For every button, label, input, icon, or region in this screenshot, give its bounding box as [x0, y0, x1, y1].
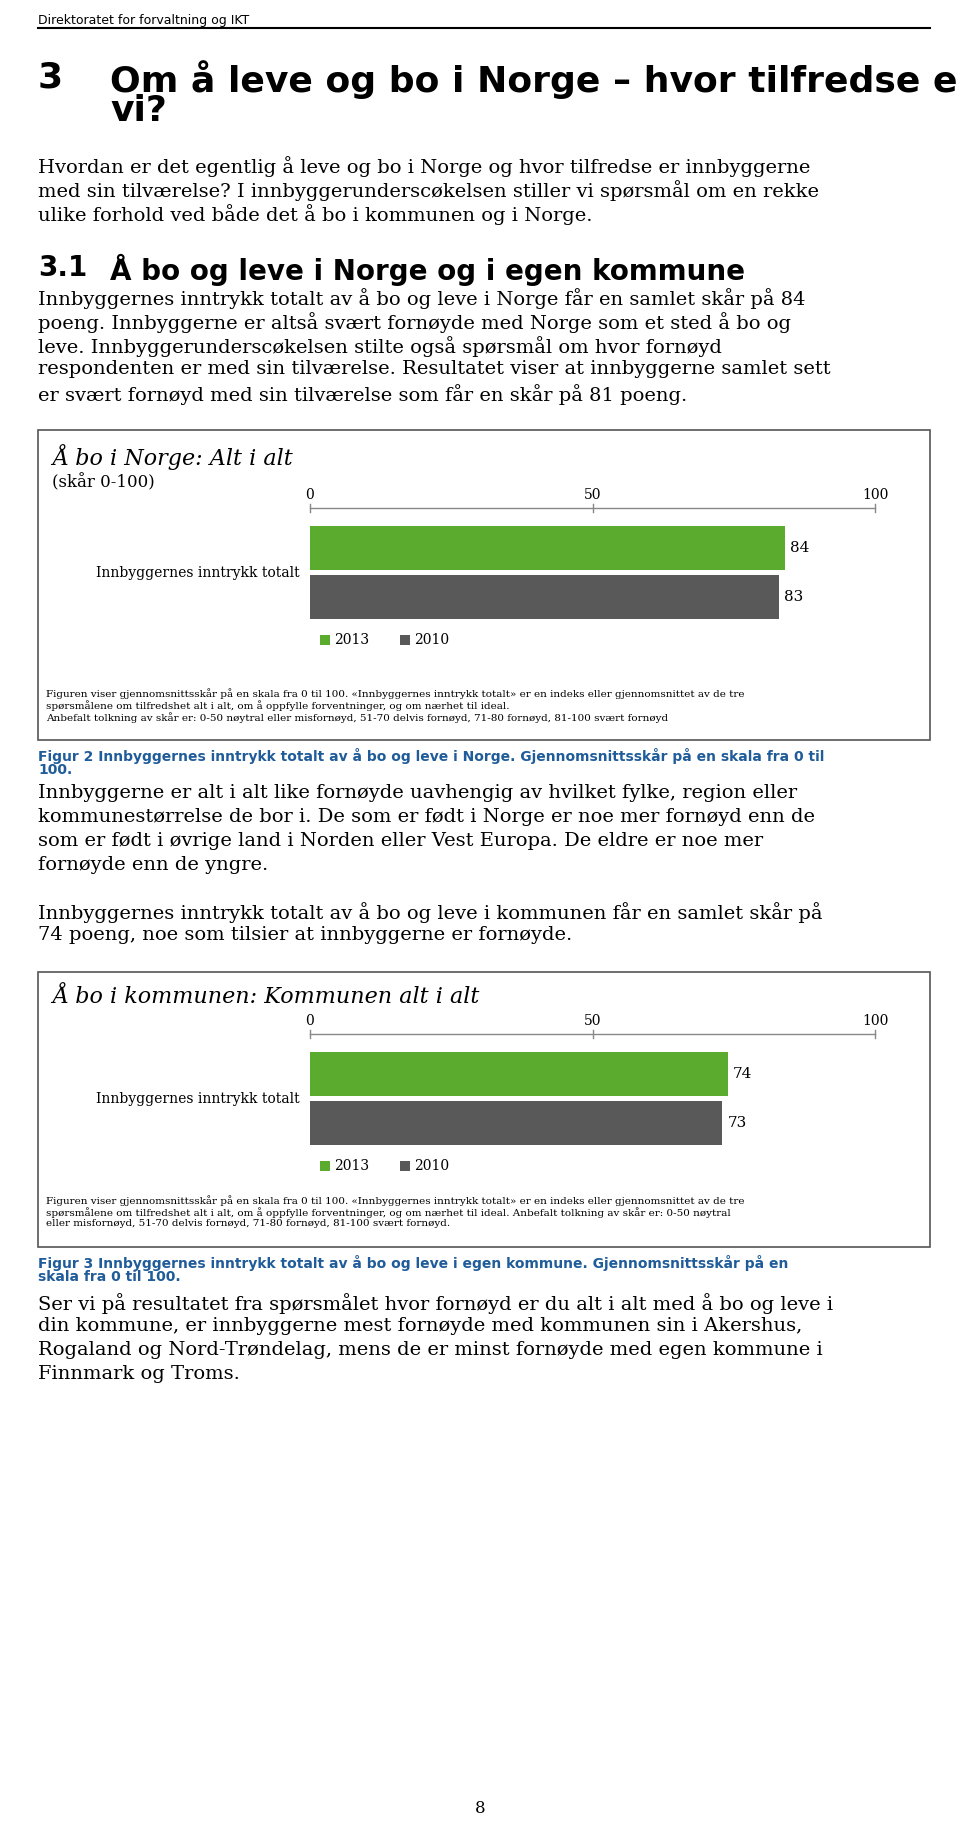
Bar	[310, 527, 784, 570]
Bar	[310, 1051, 728, 1097]
Text: Innbyggernes inntrykk totalt: Innbyggernes inntrykk totalt	[96, 565, 300, 579]
Text: fornøyde enn de yngre.: fornøyde enn de yngre.	[38, 856, 268, 875]
Text: 3: 3	[38, 60, 63, 95]
Text: Rogaland og Nord-Trøndelag, mens de er minst fornøyde med egen kommune i: Rogaland og Nord-Trøndelag, mens de er m…	[38, 1341, 823, 1359]
Text: Figuren viser gjennomsnittsskår på en skala fra 0 til 100. «Innbyggernes inntryk: Figuren viser gjennomsnittsskår på en sk…	[46, 689, 745, 700]
Text: Å bo i Norge: Alt i alt: Å bo i Norge: Alt i alt	[52, 445, 293, 470]
Text: Finnmark og Troms.: Finnmark og Troms.	[38, 1365, 240, 1383]
Text: kommunestørrelse de bor i. De som er født i Norge er noe mer fornøyd enn de: kommunestørrelse de bor i. De som er fød…	[38, 807, 815, 825]
Text: som er født i øvrige land i Norden eller Vest Europa. De eldre er noe mer: som er født i øvrige land i Norden eller…	[38, 833, 763, 851]
Bar	[400, 636, 410, 645]
Text: Hvordan er det egentlig å leve og bo i Norge og hvor tilfredse er innbyggerne: Hvordan er det egentlig å leve og bo i N…	[38, 157, 810, 177]
Text: 2013: 2013	[334, 632, 370, 647]
Text: skala fra 0 til 100.: skala fra 0 til 100.	[38, 1270, 180, 1285]
Text: Figur 2 Innbyggernes inntrykk totalt av å bo og leve i Norge. Gjennomsnittsskår : Figur 2 Innbyggernes inntrykk totalt av …	[38, 749, 825, 763]
Text: 100.: 100.	[38, 763, 72, 776]
Text: 83: 83	[784, 590, 804, 605]
Text: Innbyggernes inntrykk totalt av å bo og leve i kommunen får en samlet skår på: Innbyggernes inntrykk totalt av å bo og …	[38, 902, 823, 924]
Text: 0: 0	[305, 488, 314, 503]
Text: med sin tilværelse? I innbyggerunderscøkelsen stiller vi spørsmål om en rekke: med sin tilværelse? I innbyggerunderscøk…	[38, 180, 819, 200]
FancyBboxPatch shape	[38, 430, 930, 740]
Text: Direktoratet for forvaltning og IKT: Direktoratet for forvaltning og IKT	[38, 15, 250, 27]
Bar	[310, 576, 779, 619]
Bar	[310, 1100, 723, 1144]
Text: 2013: 2013	[334, 1159, 370, 1173]
Text: respondenten er med sin tilværelse. Resultatet viser at innbyggerne samlet sett: respondenten er med sin tilværelse. Resu…	[38, 361, 830, 377]
Text: Å bo og leve i Norge og i egen kommune: Å bo og leve i Norge og i egen kommune	[110, 253, 745, 286]
Text: vi?: vi?	[110, 95, 167, 128]
Text: 0: 0	[305, 1015, 314, 1028]
Text: Ser vi på resultatet fra spørsmålet hvor fornøyd er du alt i alt med å bo og lev: Ser vi på resultatet fra spørsmålet hvor…	[38, 1294, 833, 1314]
Bar	[400, 1161, 410, 1172]
Text: 100: 100	[862, 488, 888, 503]
Text: er svært fornøyd med sin tilværelse som får en skår på 81 poeng.: er svært fornøyd med sin tilværelse som …	[38, 384, 687, 404]
Text: Innbyggernes inntrykk totalt av å bo og leve i Norge får en samlet skår på 84: Innbyggernes inntrykk totalt av å bo og …	[38, 288, 805, 310]
Text: Om å leve og bo i Norge – hvor tilfredse er: Om å leve og bo i Norge – hvor tilfredse…	[110, 60, 960, 98]
Text: Figur 3 Innbyggernes inntrykk totalt av å bo og leve i egen kommune. Gjennomsnit: Figur 3 Innbyggernes inntrykk totalt av …	[38, 1255, 788, 1272]
Text: 100: 100	[862, 1015, 888, 1028]
Text: 84: 84	[789, 541, 809, 556]
Text: 50: 50	[584, 1015, 601, 1028]
Text: Å bo i kommunen: Kommunen alt i alt: Å bo i kommunen: Kommunen alt i alt	[52, 986, 479, 1008]
Text: 74 poeng, noe som tilsier at innbyggerne er fornøyde.: 74 poeng, noe som tilsier at innbyggerne…	[38, 926, 572, 944]
Text: ulike forhold ved både det å bo i kommunen og i Norge.: ulike forhold ved både det å bo i kommun…	[38, 204, 592, 224]
FancyBboxPatch shape	[38, 971, 930, 1246]
Text: 74: 74	[733, 1068, 753, 1080]
Text: din kommune, er innbyggerne mest fornøyde med kommunen sin i Akershus,: din kommune, er innbyggerne mest fornøyd…	[38, 1317, 803, 1336]
Text: Innbyggernes inntrykk totalt: Innbyggernes inntrykk totalt	[96, 1091, 300, 1106]
Text: 73: 73	[728, 1117, 747, 1130]
Text: leve. Innbyggerunderscøkelsen stilte også spørsmål om hvor fornøyd: leve. Innbyggerunderscøkelsen stilte ogs…	[38, 335, 722, 357]
Text: poeng. Innbyggerne er altså svært fornøyde med Norge som et sted å bo og: poeng. Innbyggerne er altså svært fornøy…	[38, 312, 791, 333]
Bar	[320, 636, 330, 645]
Text: Anbefalt tolkning av skår er: 0-50 nøytral eller misfornøyd, 51-70 delvis fornøy: Anbefalt tolkning av skår er: 0-50 nøytr…	[46, 712, 668, 723]
Text: 50: 50	[584, 488, 601, 503]
Text: 2010: 2010	[414, 632, 449, 647]
Text: 2010: 2010	[414, 1159, 449, 1173]
Text: Figuren viser gjennomsnittsskår på en skala fra 0 til 100. «Innbyggernes inntryk: Figuren viser gjennomsnittsskår på en sk…	[46, 1195, 745, 1206]
Text: (skår 0-100): (skår 0-100)	[52, 474, 155, 492]
Text: spørsmålene om tilfredshet alt i alt, om å oppfylle forventninger, og om nærhet : spørsmålene om tilfredshet alt i alt, om…	[46, 700, 510, 711]
Text: spørsmålene om tilfredshet alt i alt, om å oppfylle forventninger, og om nærhet : spørsmålene om tilfredshet alt i alt, om…	[46, 1206, 731, 1217]
Bar	[320, 1161, 330, 1172]
Text: 3.1: 3.1	[38, 253, 87, 282]
Text: Innbyggerne er alt i alt like fornøyde uavhengig av hvilket fylke, region eller: Innbyggerne er alt i alt like fornøyde u…	[38, 783, 797, 802]
Text: 8: 8	[474, 1800, 486, 1817]
Text: eller misfornøyd, 51-70 delvis fornøyd, 71-80 fornøyd, 81-100 svært fornøyd.: eller misfornøyd, 51-70 delvis fornøyd, …	[46, 1219, 450, 1228]
